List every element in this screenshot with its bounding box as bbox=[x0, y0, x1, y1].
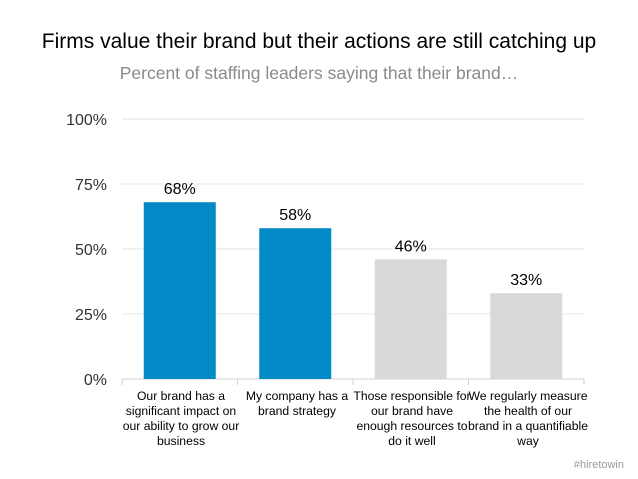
bar-value-label: 46% bbox=[395, 238, 427, 255]
bar bbox=[143, 202, 216, 379]
bar-value-label: 68% bbox=[164, 181, 196, 198]
chart-title: Firms value their brand but their action… bbox=[41, 30, 597, 53]
y-tick-label: 0% bbox=[84, 372, 107, 389]
y-tick-label: 25% bbox=[75, 307, 107, 324]
bar-value-label: 58% bbox=[279, 207, 311, 224]
hashtag-watermark: #hiretowin bbox=[573, 459, 624, 471]
bar-value-label: 33% bbox=[510, 272, 542, 289]
bar bbox=[259, 228, 332, 379]
chart-subtitle: Percent of staffing leaders saying that … bbox=[119, 63, 519, 83]
category-label-brand-measurement: We regularly measure the health of our b… bbox=[468, 389, 588, 448]
y-tick-label: 75% bbox=[75, 177, 107, 194]
y-tick-label: 100% bbox=[66, 112, 107, 129]
category-label-brand-impact: Our brand has a significant impact on ou… bbox=[122, 389, 240, 448]
bar bbox=[374, 259, 447, 379]
category-label-brand-strategy: My company has a brand strategy bbox=[245, 389, 349, 418]
bar bbox=[490, 293, 563, 379]
y-tick-label: 50% bbox=[75, 242, 107, 259]
category-label-brand-resources: Those responsible for our brand have eno… bbox=[353, 389, 471, 448]
